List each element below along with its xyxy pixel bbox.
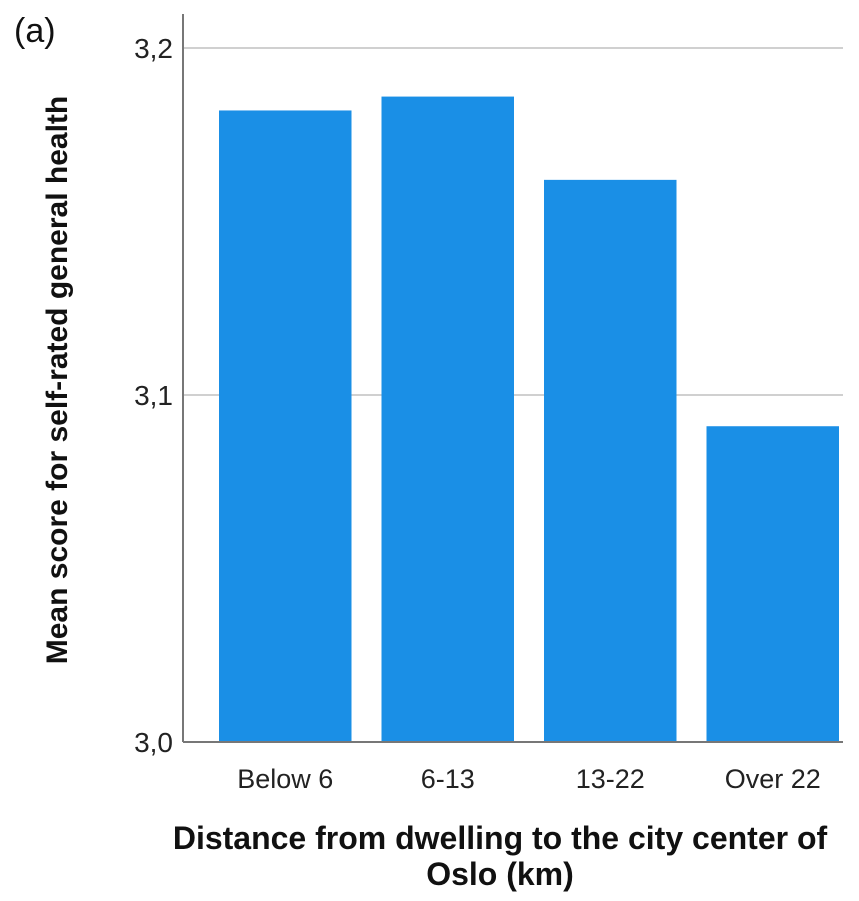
y-tick-label: 3,1 [134, 380, 173, 411]
axes [182, 14, 843, 743]
bar-over-22 [706, 426, 839, 742]
bar-6-13 [381, 96, 514, 742]
y-tick-label: 3,0 [134, 727, 173, 758]
bar-below-6 [219, 110, 352, 742]
x-tick-label: Over 22 [725, 764, 821, 794]
x-tick-labels: Below 6 6-13 13-22 Over 22 [237, 764, 821, 794]
x-tick-label: Below 6 [237, 764, 333, 794]
bar-13-22 [544, 179, 677, 743]
y-tick-labels: 3,0 3,1 3,2 [134, 33, 173, 758]
y-tick-label: 3,2 [134, 33, 173, 64]
x-axis-label: Distance from dwelling to the city cente… [172, 820, 828, 892]
x-tick-label: 6-13 [421, 764, 475, 794]
bars [219, 96, 839, 743]
panel-label: (a) [14, 12, 56, 50]
x-tick-label: 13-22 [576, 764, 645, 794]
